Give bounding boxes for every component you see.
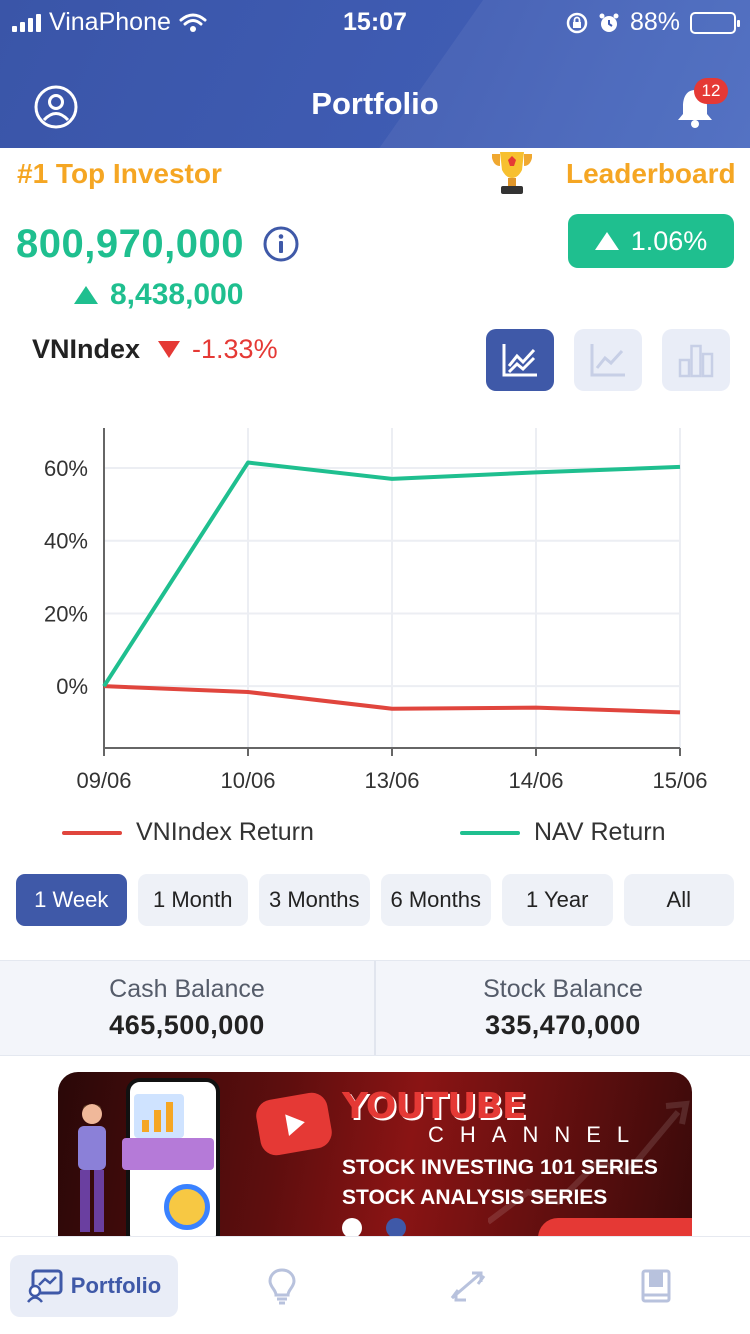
profile-icon[interactable]	[34, 85, 78, 129]
change-value-row: 8,438,000	[74, 278, 243, 312]
person-illustration	[78, 1104, 106, 1232]
change-percent-badge: 1.06%	[568, 214, 734, 268]
carrier-name: VinaPhone	[49, 8, 171, 36]
y-tick-label: 60%	[44, 456, 88, 481]
coin-illustration	[164, 1184, 210, 1230]
nav-value: 800,970,000	[16, 222, 244, 266]
carousel-dot-2[interactable]	[386, 1218, 406, 1236]
returns-chart[interactable]: 60% 40% 20% 0% 09/06 10/06 13/06 14/06 15/06	[0, 410, 750, 810]
trade-icon	[450, 1271, 486, 1302]
banner-line-2: STOCK ANALYSIS SERIES	[342, 1186, 608, 1209]
cash-balance-label: Cash Balance	[109, 975, 265, 1003]
index-change: -1.33%	[192, 334, 278, 364]
trend-chart-icon	[590, 344, 625, 377]
legend-nav: NAV Return	[460, 818, 666, 847]
x-tick-label: 15/06	[652, 768, 707, 793]
alarm-icon	[599, 13, 619, 32]
portfolio-icon	[26, 1269, 63, 1303]
y-tick-label: 0%	[56, 674, 88, 699]
stock-balance-label: Stock Balance	[483, 975, 643, 1003]
battery-percent: 88%	[629, 8, 680, 36]
up-arrow-icon	[74, 286, 98, 304]
cash-balance: Cash Balance 465,500,000	[0, 961, 374, 1055]
x-tick-label: 09/06	[76, 768, 131, 793]
carrier: VinaPhone	[12, 8, 207, 37]
banner-red-shape	[538, 1218, 692, 1236]
x-tick-label: 13/06	[364, 768, 419, 793]
period-selector: 1 Week 1 Month 3 Months 6 Months 1 Year …	[16, 874, 734, 926]
line-chart-icon	[502, 344, 537, 377]
index-name: VNIndex	[32, 334, 141, 364]
period-3-months[interactable]: 3 Months	[259, 874, 370, 926]
cash-balance-value: 465,500,000	[109, 1010, 265, 1040]
stock-balance-value: 335,470,000	[485, 1010, 641, 1040]
tab-trade[interactable]	[426, 1255, 510, 1317]
app-header: VinaPhone 15:07 88%	[0, 0, 750, 148]
battery-icon	[690, 11, 740, 34]
period-all[interactable]: All	[623, 874, 734, 926]
vnindex-return-line	[103, 684, 681, 715]
x-tick-label: 14/06	[508, 768, 563, 793]
bar-chart-button[interactable]	[662, 329, 730, 391]
banner-title: YOUTUBE	[342, 1086, 526, 1127]
period-1-year[interactable]: 1 Year	[502, 874, 613, 926]
down-arrow-icon	[158, 341, 181, 358]
legend-swatch-red	[62, 830, 122, 835]
banner-subtitle: CHANNEL	[428, 1122, 646, 1147]
info-icon[interactable]	[262, 225, 300, 263]
youtube-logo-icon	[253, 1090, 335, 1158]
chart-legend: VNIndex Return NAV Return	[0, 818, 750, 852]
youtube-banner[interactable]: YOUTUBE CHANNEL STOCK INVESTING 101 SERI…	[58, 1072, 692, 1236]
area-chart-button[interactable]	[574, 329, 642, 391]
tab-portfolio[interactable]: Portfolio	[10, 1255, 178, 1317]
bar-chart-icon	[678, 344, 714, 378]
rotation-lock-icon	[566, 12, 588, 33]
change-value: 8,438,000	[110, 278, 244, 311]
rank-label: #1 Top Investor	[17, 158, 222, 189]
status-time: 15:07	[343, 8, 407, 36]
balances-panel: Cash Balance 465,500,000 Stock Balance 3…	[0, 960, 750, 1056]
chart-card-illustration	[134, 1094, 184, 1138]
book-icon	[641, 1269, 671, 1303]
bottom-tab-bar: Portfolio	[0, 1236, 750, 1334]
page-title: Portfolio	[311, 86, 439, 121]
y-tick-label: 40%	[44, 529, 88, 554]
line-chart-button[interactable]	[486, 329, 554, 391]
period-6-months[interactable]: 6 Months	[380, 874, 491, 926]
legend-vnindex-label: VNIndex Return	[136, 818, 314, 846]
notification-badge: 12	[694, 78, 728, 104]
up-arrow-icon	[594, 232, 619, 250]
leaderboard-link[interactable]: Leaderboard	[566, 158, 736, 189]
trophy-icon[interactable]	[488, 150, 536, 196]
stock-balance: Stock Balance 335,470,000	[374, 961, 750, 1055]
status-bar: VinaPhone 15:07 88%	[0, 0, 750, 44]
legend-vnindex: VNIndex Return	[62, 818, 314, 847]
vnindex-row: VNIndex -1.33%	[32, 334, 278, 365]
wifi-icon	[179, 13, 207, 32]
period-1-week[interactable]: 1 Week	[16, 874, 127, 926]
period-1-month[interactable]: 1 Month	[137, 874, 248, 926]
change-percent: 1.06%	[630, 225, 708, 256]
y-tick-label: 20%	[44, 601, 88, 626]
trend-arrow-graphic	[488, 1100, 690, 1225]
card-illustration	[122, 1138, 214, 1170]
lightbulb-icon	[268, 1268, 296, 1305]
tab-library[interactable]	[614, 1255, 698, 1317]
carousel-dot-1[interactable]	[342, 1218, 362, 1236]
signal-icon	[12, 13, 41, 32]
nav-return-line	[102, 460, 681, 688]
tab-ideas[interactable]	[240, 1255, 324, 1317]
x-tick-label: 10/06	[220, 768, 275, 793]
legend-swatch-green	[460, 830, 520, 835]
tab-portfolio-label: Portfolio	[70, 1273, 162, 1298]
banner-line-1: STOCK INVESTING 101 SERIES	[342, 1156, 658, 1179]
legend-nav-label: NAV Return	[534, 818, 666, 846]
